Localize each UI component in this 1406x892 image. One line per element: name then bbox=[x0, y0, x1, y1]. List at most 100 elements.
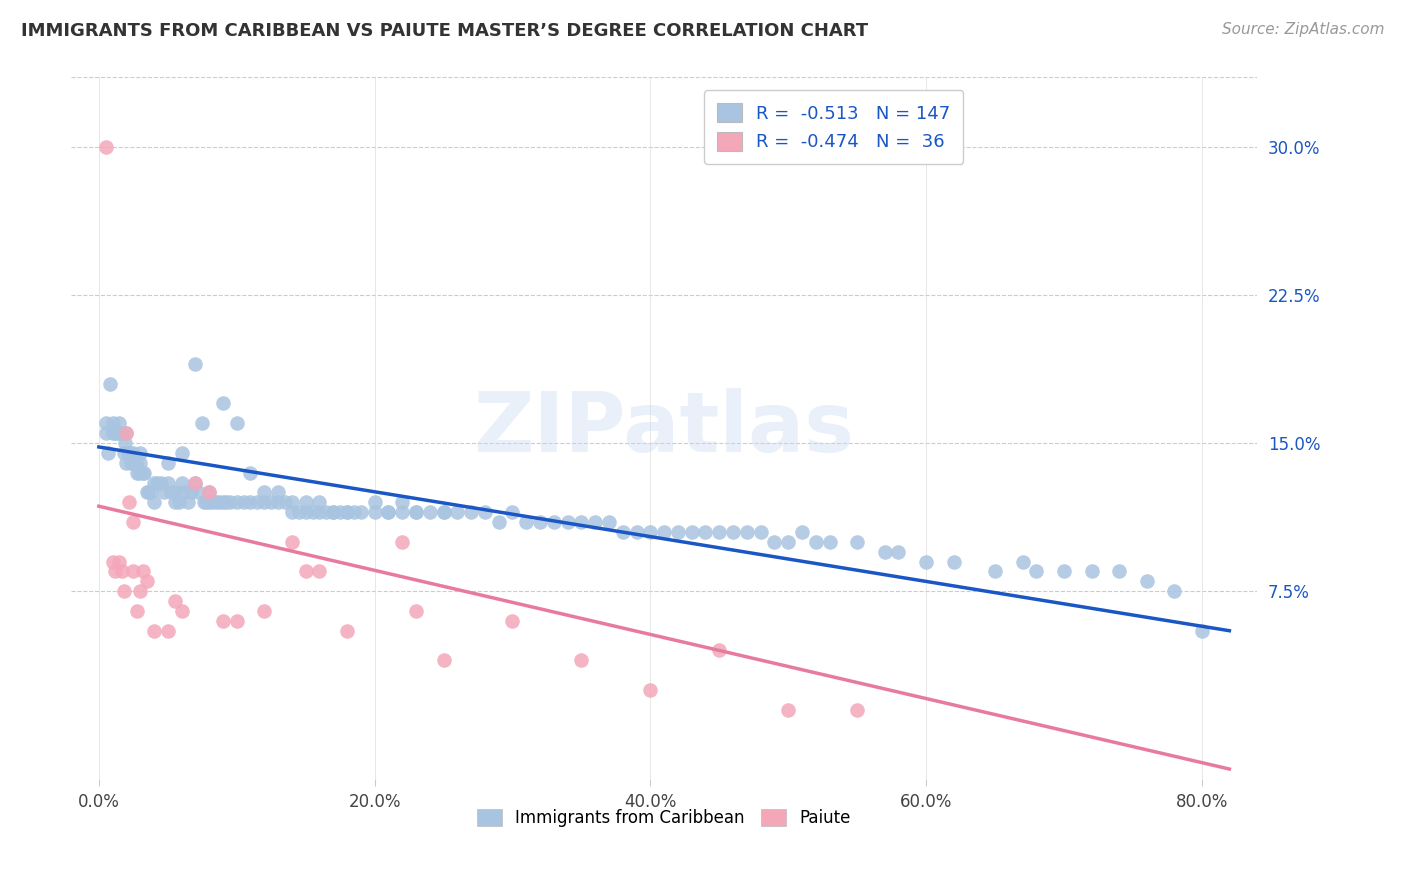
Point bbox=[267, 485, 290, 500]
Point bbox=[128, 466, 150, 480]
Point bbox=[612, 524, 634, 539]
Point bbox=[569, 653, 592, 667]
Point bbox=[193, 495, 215, 509]
Point bbox=[205, 495, 228, 509]
Point bbox=[127, 466, 149, 480]
Point bbox=[336, 505, 359, 519]
Point bbox=[488, 515, 510, 529]
Point bbox=[184, 357, 207, 371]
Point bbox=[709, 643, 731, 657]
Point bbox=[239, 466, 262, 480]
Point bbox=[170, 446, 193, 460]
Point bbox=[846, 534, 869, 549]
Point bbox=[156, 624, 179, 638]
Point bbox=[101, 416, 124, 430]
Point bbox=[363, 505, 385, 519]
Point bbox=[94, 416, 117, 430]
Point bbox=[156, 475, 179, 490]
Text: IMMIGRANTS FROM CARIBBEAN VS PAIUTE MASTER’S DEGREE CORRELATION CHART: IMMIGRANTS FROM CARIBBEAN VS PAIUTE MAST… bbox=[21, 22, 869, 40]
Point bbox=[110, 426, 132, 441]
Point bbox=[569, 515, 592, 529]
Point bbox=[846, 703, 869, 717]
Point bbox=[129, 584, 152, 599]
Point bbox=[184, 475, 207, 490]
Point bbox=[138, 485, 160, 500]
Point bbox=[141, 485, 163, 500]
Point bbox=[804, 534, 827, 549]
Point bbox=[104, 426, 127, 441]
Legend: Immigrants from Caribbean, Paiute: Immigrants from Caribbean, Paiute bbox=[471, 802, 858, 834]
Point bbox=[377, 505, 399, 519]
Point bbox=[124, 456, 146, 470]
Point bbox=[201, 495, 224, 509]
Point bbox=[239, 495, 262, 509]
Point bbox=[195, 495, 218, 509]
Point bbox=[198, 495, 221, 509]
Point bbox=[652, 524, 675, 539]
Point bbox=[98, 376, 121, 391]
Point bbox=[112, 584, 135, 599]
Point bbox=[543, 515, 565, 529]
Point bbox=[118, 446, 141, 460]
Point bbox=[778, 534, 800, 549]
Text: Source: ZipAtlas.com: Source: ZipAtlas.com bbox=[1222, 22, 1385, 37]
Point bbox=[583, 515, 606, 529]
Point bbox=[101, 426, 124, 441]
Point bbox=[763, 534, 786, 549]
Point bbox=[308, 565, 330, 579]
Point bbox=[111, 426, 134, 441]
Point bbox=[640, 683, 662, 698]
Point bbox=[127, 604, 149, 618]
Point bbox=[132, 466, 155, 480]
Point bbox=[122, 515, 145, 529]
Point bbox=[152, 485, 174, 500]
Point bbox=[308, 495, 330, 509]
Point bbox=[501, 505, 523, 519]
Point bbox=[191, 416, 214, 430]
Point bbox=[246, 495, 269, 509]
Point bbox=[887, 544, 910, 558]
Point bbox=[315, 505, 337, 519]
Point bbox=[156, 456, 179, 470]
Point bbox=[173, 485, 195, 500]
Point bbox=[214, 495, 236, 509]
Point bbox=[329, 505, 352, 519]
Point bbox=[167, 495, 190, 509]
Point bbox=[336, 505, 359, 519]
Point bbox=[198, 485, 221, 500]
Point bbox=[180, 485, 202, 500]
Point bbox=[281, 534, 304, 549]
Point bbox=[1136, 574, 1159, 589]
Point bbox=[529, 515, 551, 529]
Point bbox=[749, 524, 772, 539]
Point bbox=[108, 555, 131, 569]
Point bbox=[294, 505, 316, 519]
Point bbox=[1025, 565, 1047, 579]
Point bbox=[212, 396, 235, 410]
Point bbox=[432, 505, 454, 519]
Point bbox=[598, 515, 620, 529]
Point bbox=[149, 475, 172, 490]
Point bbox=[118, 495, 141, 509]
Point bbox=[253, 495, 276, 509]
Point bbox=[120, 456, 142, 470]
Point bbox=[681, 524, 703, 539]
Point bbox=[143, 624, 166, 638]
Point bbox=[260, 495, 283, 509]
Point bbox=[460, 505, 482, 519]
Point bbox=[208, 495, 231, 509]
Point bbox=[115, 426, 138, 441]
Point bbox=[446, 505, 468, 519]
Point bbox=[104, 565, 127, 579]
Point bbox=[170, 475, 193, 490]
Point bbox=[163, 594, 186, 608]
Point bbox=[94, 426, 117, 441]
Point bbox=[419, 505, 441, 519]
Point bbox=[984, 565, 1007, 579]
Point bbox=[1163, 584, 1185, 599]
Point bbox=[294, 495, 316, 509]
Point bbox=[640, 524, 662, 539]
Point bbox=[1053, 565, 1076, 579]
Point bbox=[121, 456, 143, 470]
Point bbox=[115, 456, 138, 470]
